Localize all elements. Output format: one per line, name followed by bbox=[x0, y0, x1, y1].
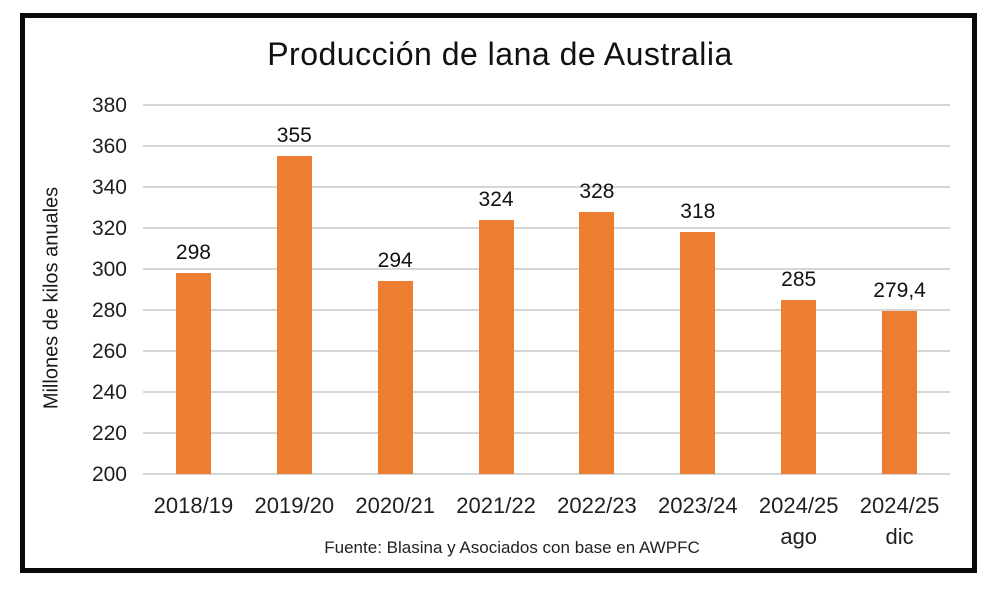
x-category-label: 2019/20 bbox=[254, 493, 335, 518]
bar bbox=[882, 311, 918, 474]
bar-value-label: 318 bbox=[680, 200, 716, 224]
bar bbox=[680, 232, 716, 474]
bar-value-label: 298 bbox=[175, 241, 211, 265]
bar bbox=[377, 281, 413, 474]
y-tick-label: 200 bbox=[91, 463, 127, 486]
bar-value-label: 355 bbox=[276, 124, 312, 148]
plot-area: 298 355 294 324 328 318 285 279,4 bbox=[143, 104, 950, 475]
x-category-label-group: 2021/22 bbox=[441, 490, 551, 521]
y-tick-label: 280 bbox=[91, 299, 127, 322]
y-tick-label: 240 bbox=[91, 381, 127, 404]
chart-title: Producción de lana de Australia bbox=[267, 36, 733, 72]
y-tick-label: 340 bbox=[91, 176, 127, 199]
bar-value-label: 279,4 bbox=[873, 279, 926, 303]
x-category-label: 2020/21 bbox=[355, 493, 435, 518]
gridline bbox=[143, 268, 950, 270]
gridline bbox=[143, 473, 950, 475]
y-tick-label: 380 bbox=[91, 94, 127, 117]
x-category-label-group: 2020/21 bbox=[340, 490, 450, 521]
gridline bbox=[143, 227, 950, 229]
bar bbox=[478, 219, 514, 474]
y-axis-tick-labels: 380 360 340 320 300 280 260 240 220 200 bbox=[0, 95, 127, 485]
bar bbox=[276, 156, 312, 474]
x-category-sublabel: dic bbox=[885, 524, 914, 549]
x-category-label: 2024/25 bbox=[859, 493, 940, 518]
x-category-label: 2018/19 bbox=[153, 493, 234, 518]
x-category-label-group: 2018/19 bbox=[138, 490, 248, 521]
gridline bbox=[143, 350, 950, 352]
gridline bbox=[143, 309, 950, 311]
bar-value-label: 324 bbox=[478, 187, 514, 211]
bar-value-label: 285 bbox=[781, 267, 817, 291]
x-category-label: 2022/23 bbox=[557, 493, 637, 518]
gridline bbox=[143, 432, 950, 434]
x-category-label-group: 2024/25 ago bbox=[744, 490, 854, 552]
y-tick-label: 220 bbox=[91, 422, 127, 445]
x-category-label-group: 2023/24 bbox=[643, 490, 753, 521]
x-category-label: 2023/24 bbox=[658, 493, 738, 518]
gridline bbox=[143, 104, 950, 106]
x-axis-labels: 2018/19 2019/20 2020/21 2021/22 2022/23 2023/… bbox=[143, 490, 950, 560]
gridline bbox=[143, 145, 950, 147]
x-category-label: 2024/25 bbox=[758, 493, 839, 518]
y-tick-label: 320 bbox=[91, 217, 127, 240]
x-category-label-group: 2019/20 bbox=[239, 490, 349, 521]
gridline bbox=[143, 391, 950, 393]
y-tick-label: 300 bbox=[91, 258, 127, 281]
bar bbox=[579, 211, 615, 474]
x-category-sublabel: ago bbox=[780, 524, 818, 549]
bar-value-label: 294 bbox=[377, 249, 413, 273]
bar bbox=[175, 273, 211, 474]
bar bbox=[781, 299, 817, 474]
source-note: Fuente: Blasina y Asociados con base en … bbox=[324, 538, 700, 557]
y-tick-label: 260 bbox=[91, 340, 127, 363]
gridline bbox=[143, 186, 950, 188]
x-category-label-group: 2024/25 dic bbox=[845, 490, 955, 552]
x-category-label-group: 2022/23 bbox=[542, 490, 652, 521]
y-tick-label: 360 bbox=[91, 135, 127, 158]
x-category-label: 2021/22 bbox=[456, 493, 536, 518]
bar-value-label: 328 bbox=[579, 179, 615, 203]
